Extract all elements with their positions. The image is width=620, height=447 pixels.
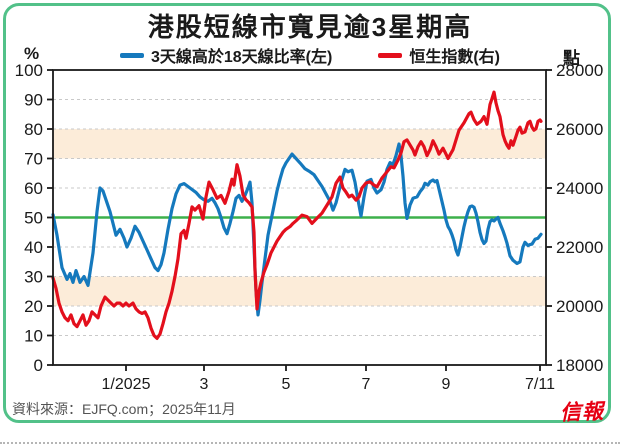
x-axis-tick-label: 7/11 <box>525 376 555 393</box>
left-axis-tick-label: 100 <box>15 61 43 80</box>
right-axis-tick-label: 26000 <box>556 120 603 139</box>
legend-item-hsi: 恒生指數(右) <box>378 43 500 67</box>
right-axis-tick-label: 28000 <box>556 61 603 80</box>
left-axis-tick-label: 80 <box>24 120 43 139</box>
left-axis-tick-label: 30 <box>24 268 43 287</box>
x-axis-tick-label: 3 <box>200 376 209 393</box>
x-axis-tick-label: 9 <box>442 376 451 393</box>
left-axis-unit-label: % <box>24 44 40 63</box>
left-axis-tick-label: 90 <box>24 91 43 110</box>
legend-row: % 3天線高於18天線比率(左) 恒生指數(右) 點 <box>0 43 620 68</box>
hsi-line <box>51 90 543 340</box>
legend-item-ratio: 3天線高於18天線比率(左) <box>119 43 333 67</box>
left-axis-tick-label: 0 <box>34 356 43 375</box>
left-axis-tick-label: 50 <box>24 209 43 228</box>
threshold-band <box>53 276 546 306</box>
card-green-border <box>3 3 611 423</box>
chart-title: 港股短線市寬見逾3星期高 <box>147 12 473 42</box>
ej-logo: 信報 <box>559 398 605 425</box>
x-axis-tick-label: 5 <box>282 376 291 393</box>
right-axis-tick-label: 18000 <box>556 356 603 375</box>
right-axis-tick-label: 20000 <box>556 297 603 316</box>
ratio-line <box>51 142 543 317</box>
left-axis-tick-label: 10 <box>24 327 43 346</box>
threshold-band <box>53 129 546 159</box>
bottom-dotted-divider <box>0 442 620 444</box>
legend-hsi-label: 恒生指數(右) <box>409 49 501 66</box>
x-axis-tick-label: 7 <box>362 376 371 393</box>
right-axis-tick-label: 24000 <box>556 179 603 198</box>
red-line-swatch-icon <box>378 52 403 58</box>
right-axis-unit-label: 點 <box>563 49 580 68</box>
legend-items: 3天線高於18天線比率(左) 恒生指數(右) <box>0 43 620 67</box>
left-axis-tick-label: 40 <box>24 238 43 257</box>
right-axis-tick-label: 22000 <box>556 238 603 257</box>
legend-ratio-label: 3天線高於18天線比率(左) <box>150 49 333 66</box>
left-axis-tick-label: 70 <box>24 150 43 169</box>
x-axis-tick-label: 1/2025 <box>102 376 151 393</box>
left-axis-tick-label: 60 <box>24 179 43 198</box>
left-axis-tick-label: 20 <box>24 297 43 316</box>
blue-line-swatch-icon <box>119 52 144 58</box>
source-note: 資料來源：EJFQ.com；2025年11月 <box>12 401 236 417</box>
